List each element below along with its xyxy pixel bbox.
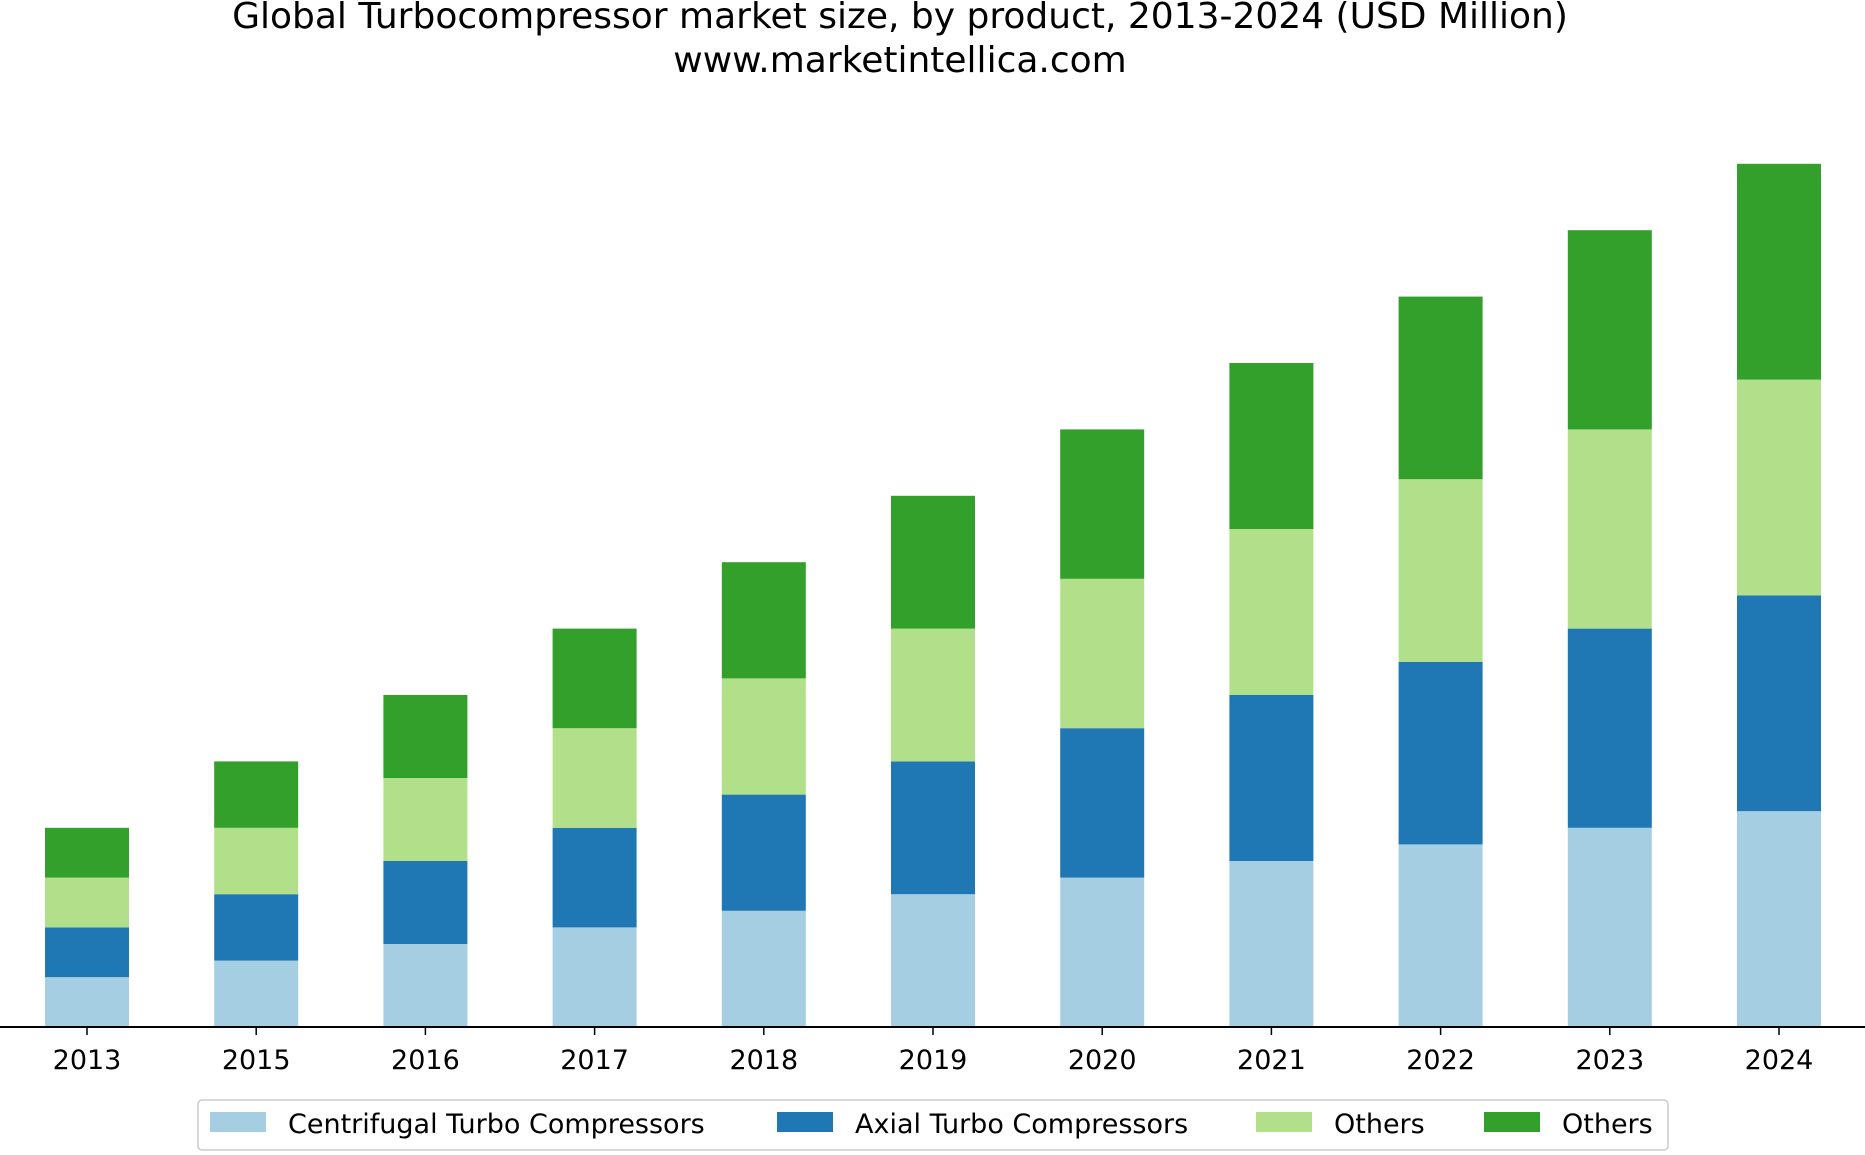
- bar-segment-2015-s4: [214, 761, 299, 828]
- x-tick-label: 2015: [222, 1045, 291, 1076]
- x-tick-label: 2013: [53, 1045, 122, 1076]
- bar-segment-2013-s4: [45, 827, 129, 878]
- chart-title: Global Turbocompressor market size, by p…: [232, 0, 1568, 37]
- bar-segment-2015-s1: [214, 960, 299, 1027]
- bar-segment-2016-s1: [383, 944, 468, 1027]
- bar-segment-2018-s4: [721, 562, 806, 679]
- bar-segment-2020-s4: [1060, 429, 1145, 579]
- legend-label-4: Others: [1562, 1109, 1653, 1140]
- bar-segment-2024-s3: [1737, 379, 1821, 596]
- x-tick-label: 2022: [1406, 1045, 1475, 1076]
- bar-segment-2013-s3: [45, 877, 129, 928]
- legend-label-3: Others: [1334, 1109, 1425, 1140]
- x-tick-label: 2023: [1575, 1045, 1644, 1076]
- x-tick-label: 2017: [560, 1045, 629, 1076]
- bar-segment-2023-s4: [1567, 230, 1652, 430]
- bar-segment-2017-s1: [552, 927, 637, 1027]
- legend-label-1: Centrifugal Turbo Compressors: [288, 1109, 705, 1140]
- bar-segment-2021-s2: [1229, 695, 1314, 861]
- bar-segment-2024-s2: [1737, 595, 1821, 812]
- x-tick-label: 2020: [1068, 1045, 1137, 1076]
- legend-label-2: Axial Turbo Compressors: [855, 1109, 1188, 1140]
- legend-swatch-4: [1484, 1112, 1540, 1132]
- bar-segment-2020-s2: [1060, 728, 1145, 878]
- bar-segment-2019-s2: [891, 761, 975, 895]
- x-tick-label: 2016: [391, 1045, 460, 1076]
- bar-segment-2016-s3: [383, 778, 468, 861]
- bar-segment-2022-s4: [1398, 296, 1483, 480]
- bar-segment-2018-s3: [721, 678, 806, 795]
- bar-segment-2018-s2: [721, 794, 806, 911]
- legend-swatch-3: [1256, 1112, 1312, 1132]
- bar-segment-2018-s1: [721, 910, 806, 1027]
- bar-segment-2024-s1: [1737, 811, 1821, 1027]
- bar-segment-2023-s3: [1567, 429, 1652, 629]
- legend: Centrifugal Turbo Compressors Axial Turbo…: [197, 1099, 1669, 1151]
- bar-segment-2023-s1: [1567, 827, 1652, 1027]
- bar-segment-2013-s2: [45, 927, 129, 978]
- bar-segment-2016-s4: [383, 695, 468, 778]
- bar-segment-2019-s1: [891, 894, 975, 1027]
- bar-segment-2021-s3: [1229, 529, 1314, 695]
- bar-segment-2019-s3: [891, 628, 975, 762]
- bar-segment-2015-s3: [214, 827, 299, 895]
- bars-layer: [45, 163, 1821, 1027]
- bar-segment-2013-s1: [45, 977, 129, 1027]
- bar-segment-2020-s1: [1060, 877, 1145, 1027]
- bar-segment-2024-s4: [1737, 163, 1821, 380]
- bar-segment-2017-s2: [552, 827, 637, 928]
- bar-segment-2021-s1: [1229, 861, 1314, 1027]
- bar-segment-2015-s2: [214, 894, 299, 961]
- bar-segment-2023-s2: [1567, 628, 1652, 828]
- bar-segment-2020-s3: [1060, 578, 1145, 729]
- x-axis-ticks: 2013 2015 2016 2017 2018 2019 2020 2021 2022 2023…: [53, 1027, 1814, 1076]
- legend-swatch-1: [210, 1112, 266, 1132]
- bar-segment-2021-s4: [1229, 363, 1314, 529]
- bar-segment-2016-s2: [383, 861, 468, 944]
- x-tick-label: 2018: [729, 1045, 798, 1076]
- bar-segment-2019-s4: [891, 495, 975, 629]
- bar-segment-2022-s2: [1398, 661, 1483, 845]
- bar-segment-2017-s4: [552, 628, 637, 729]
- legend-swatch-2: [777, 1112, 833, 1132]
- x-tick-label: 2021: [1237, 1045, 1306, 1076]
- x-tick-label: 2024: [1745, 1045, 1814, 1076]
- bar-segment-2022-s3: [1398, 479, 1483, 662]
- bar-segment-2017-s3: [552, 728, 637, 828]
- x-tick-label: 2019: [899, 1045, 968, 1076]
- chart-subtitle: www.marketintellica.com: [673, 40, 1127, 81]
- bar-segment-2022-s1: [1398, 844, 1483, 1027]
